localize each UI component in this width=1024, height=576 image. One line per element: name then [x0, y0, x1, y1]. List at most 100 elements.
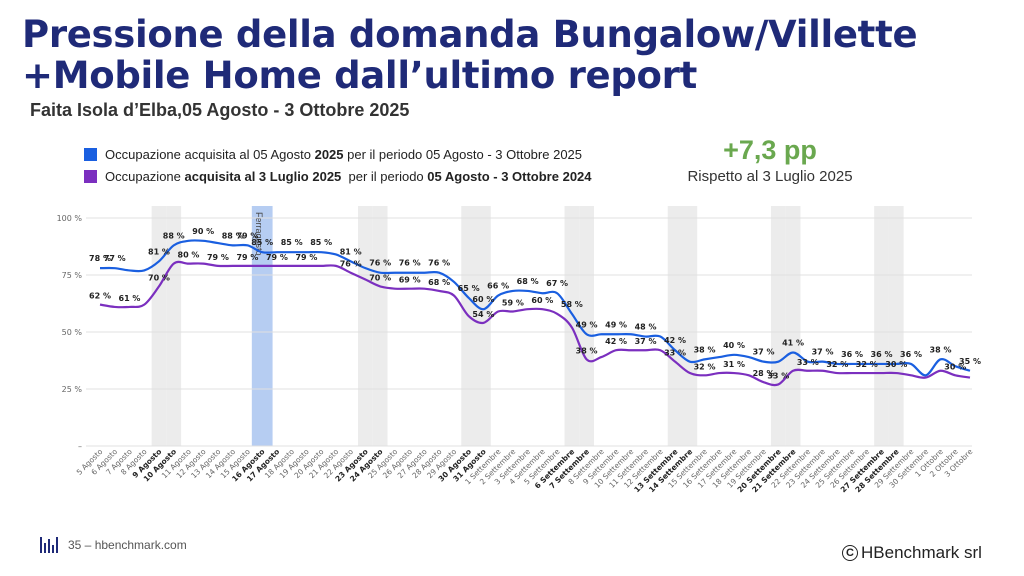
y-tick-label: 50 %	[62, 328, 83, 337]
data-label-2025: 49 %	[605, 320, 627, 329]
legend-2025-text-a: Occupazione acquisita al 05 Agosto	[105, 146, 315, 162]
data-label-2025: 88 %	[163, 231, 185, 240]
data-label-2024: 54 %	[472, 310, 494, 319]
data-label-2025: 41 %	[782, 339, 804, 348]
data-label-2025: 81 %	[148, 247, 170, 256]
data-label-2025: 76 %	[428, 259, 450, 268]
kpi-caption: Rispetto al 3 Luglio 2025	[687, 168, 853, 185]
data-label-2025: 40 %	[723, 341, 745, 350]
data-label-2024: 32 %	[694, 362, 716, 371]
data-label-2024: 79 %	[266, 253, 288, 262]
data-label-2024: 70 %	[369, 273, 391, 282]
data-label-2024: 33 %	[664, 349, 686, 358]
weekend-band	[461, 206, 477, 446]
data-label-2025: 81 %	[340, 247, 362, 256]
weekend-band	[770, 206, 786, 446]
data-label-2025: 90 %	[192, 227, 214, 236]
data-label-2025: 88 %	[222, 231, 244, 240]
hbenchmark-logo-icon	[40, 537, 60, 553]
legend-2025-text-c: per il periodo 05 Agosto - 3 Ottobre 202…	[343, 146, 583, 162]
ferragosto-label: Ferragosto	[254, 212, 264, 256]
legend-2024-text-a: Occupazione	[105, 168, 185, 184]
data-label-2024: 62 %	[89, 292, 111, 301]
data-label-2024: 28 %	[753, 369, 775, 378]
weekend-band	[667, 206, 683, 446]
data-label-2024: 79 %	[236, 253, 258, 262]
data-label-2025: 36 %	[871, 350, 893, 359]
weekend-band	[874, 206, 889, 446]
page-subtitle: Faita Isola d’Elba,05 Agosto - 3 Ottobre…	[30, 100, 410, 120]
y-tick-label: 25 %	[62, 385, 83, 394]
legend-swatch-purple	[84, 169, 97, 183]
legend-2024-text-b: acquisita al 3 Luglio 2025	[184, 168, 342, 184]
data-label-2025: 68 %	[517, 277, 539, 286]
data-label-2024: 31 %	[723, 360, 745, 369]
data-label-2025: 85 %	[281, 238, 303, 247]
data-label-2024: 61 %	[119, 294, 141, 303]
data-label-2025: 37 %	[812, 348, 834, 357]
data-label-2025: 85 %	[310, 238, 332, 247]
footer-page-text: 35 – hbenchmark.com	[68, 538, 187, 552]
data-label-2024: 32 %	[826, 360, 848, 369]
data-label-2024: 76 %	[340, 260, 362, 269]
legend-swatch-blue	[84, 147, 97, 161]
data-label-2025: 36 %	[841, 350, 863, 359]
legend-2024-text-d: 05 Agosto - 3 Ottobre 2024	[427, 168, 592, 184]
page-title: Pressione della domanda Bungalow/Villett…	[22, 13, 918, 97]
data-label-2024: 68 %	[428, 278, 450, 287]
data-label-2025: 48 %	[635, 323, 657, 332]
legend-item-2024: Occupazione acquisita al 3 Luglio 2025 p…	[84, 165, 592, 187]
data-label-2025: 58 %	[561, 300, 583, 309]
footer-copyright: C HBenchmark srl	[842, 543, 982, 563]
weekend-band	[785, 206, 801, 446]
data-label-2025: 60 %	[472, 295, 494, 304]
chart-legend: Occupazione acquisita al 05 Agosto 2025 …	[84, 143, 592, 187]
legend-2025-text-b: 2025	[314, 146, 344, 162]
y-tick-label: 75 %	[62, 271, 83, 280]
data-label-2024: 79 %	[295, 253, 317, 262]
data-label-2024: 60 %	[531, 296, 553, 305]
data-label-2025: 77 %	[104, 254, 126, 263]
legend-2024-text-c: per il periodo	[341, 168, 428, 184]
y-tick-label: 100 %	[57, 214, 83, 223]
data-label-2025: 76 %	[369, 259, 391, 268]
copyright-text: HBenchmark srl	[861, 543, 982, 562]
weekend-band	[476, 206, 491, 446]
data-label-2025: 49 %	[576, 320, 598, 329]
data-label-2025: 37 %	[753, 348, 775, 357]
kpi-value: +7,3 pp	[723, 135, 817, 165]
weekend-band	[166, 206, 182, 446]
data-label-2025: 67 %	[546, 279, 568, 288]
data-label-2024: 42 %	[605, 337, 627, 346]
data-label-2024: 38 %	[576, 346, 598, 355]
data-label-2024: 37 %	[635, 337, 657, 346]
data-label-2025: 35 %	[959, 357, 981, 366]
data-label-2025: 38 %	[694, 345, 716, 354]
weekend-band	[151, 206, 167, 446]
data-label-2024: 30 %	[944, 362, 966, 371]
legend-label-2025: Occupazione acquisita al 05 Agosto 2025 …	[105, 147, 582, 162]
data-label-2025: 76 %	[399, 259, 421, 268]
data-label-2025: 66 %	[487, 282, 509, 291]
series-2025-line	[99, 239, 971, 377]
data-label-2024: 30 %	[885, 360, 907, 369]
copyright-icon: C	[842, 545, 858, 561]
weekend-band	[358, 206, 373, 446]
weekend-band	[579, 206, 594, 446]
data-label-2024: 32 %	[856, 360, 878, 369]
data-label-2024: 79 %	[207, 253, 229, 262]
footer-left: 35 – hbenchmark.com	[40, 537, 187, 553]
data-label-2025: 78 %	[89, 254, 111, 263]
data-label-2024: 59 %	[502, 298, 524, 307]
y-tick-label: –	[78, 442, 82, 451]
data-label-2024: 70 %	[148, 273, 170, 282]
series-2024-line	[99, 260, 971, 387]
occupancy-line-chart: Ferragosto 100 % 75 % 50 % 25 % – 78 %77 % 81 %…	[57, 206, 981, 494]
data-label-2025: 65 %	[458, 284, 480, 293]
data-label-2024: 33 %	[767, 371, 789, 380]
legend-item-2025: Occupazione acquisita al 05 Agosto 2025 …	[84, 143, 592, 165]
data-label-2025: 42 %	[664, 336, 686, 345]
weekend-band	[682, 206, 698, 446]
data-label-2024: 80 %	[178, 251, 200, 260]
legend-label-2024: Occupazione acquisita al 3 Luglio 2025 p…	[105, 169, 592, 184]
